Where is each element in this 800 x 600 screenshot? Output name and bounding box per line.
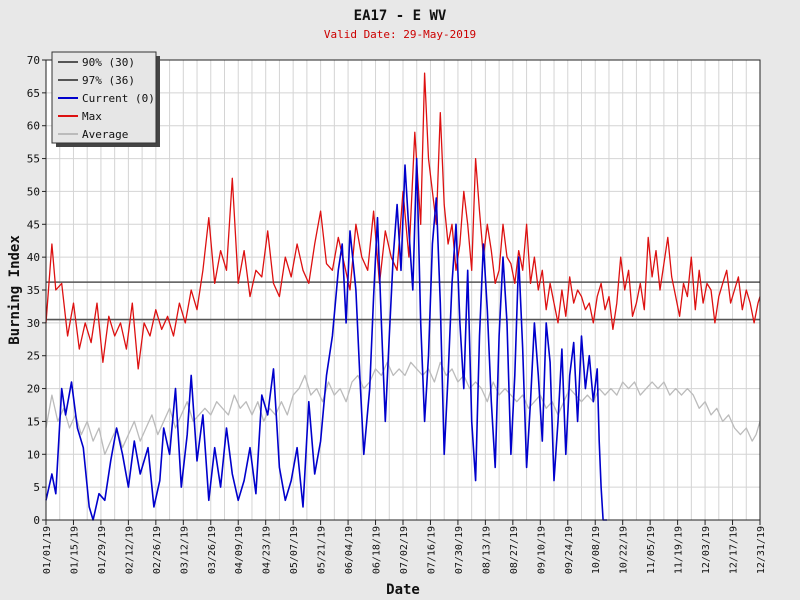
x-tick-label: 07/02/19 — [399, 526, 410, 574]
threshold-lines — [46, 281, 760, 321]
legend-label: Average — [82, 128, 128, 141]
x-tick-label: 01/15/19 — [69, 526, 80, 574]
x-tick-label: 08/13/19 — [481, 526, 492, 574]
y-ticks: 0 5 10 15 20 25 30 35 40 45 50 55 60 65 70 — [27, 54, 46, 527]
x-tick-label: 09/10/19 — [536, 526, 547, 574]
y-tick-label: 20 — [27, 383, 40, 396]
x-tick-label: 05/21/19 — [317, 526, 328, 574]
x-tick-label: 12/31/19 — [756, 526, 767, 574]
x-tick-label: 01/29/19 — [97, 526, 108, 574]
x-tick-label: 03/12/19 — [179, 526, 190, 574]
x-tick-label: 08/27/19 — [509, 526, 520, 574]
y-tick-label: 15 — [27, 415, 40, 428]
series-line-average — [45, 361, 761, 455]
y-tick-label: 40 — [27, 251, 40, 264]
x-tick-label: 03/26/19 — [207, 526, 218, 574]
x-tick-label: 12/17/19 — [729, 526, 740, 574]
x-tick-label: 04/09/19 — [234, 526, 245, 574]
series-line-current — [45, 157, 607, 521]
y-tick-label: 25 — [27, 350, 40, 363]
x-tick-label: 05/07/19 — [289, 526, 300, 574]
legend-label: Max — [82, 110, 102, 123]
x-tick-label: 10/08/19 — [591, 526, 602, 574]
x-tick-label: 02/26/19 — [152, 526, 163, 574]
x-tick-label: 12/03/19 — [701, 526, 712, 574]
x-tick-label: 06/04/19 — [344, 526, 355, 574]
x-tick-label: 02/12/19 — [124, 526, 135, 574]
legend-label: 90% (30) — [82, 56, 135, 69]
series-line-max — [45, 72, 761, 370]
y-tick-label: 10 — [27, 448, 40, 461]
y-tick-label: 35 — [27, 284, 40, 297]
legend-label: Current (0) — [82, 92, 155, 105]
x-tick-label: 09/24/19 — [564, 526, 575, 574]
chart-subtitle: Valid Date: 29-May-2019 — [324, 28, 476, 41]
x-tick-label: 06/18/19 — [372, 526, 383, 574]
series-lines — [45, 72, 761, 521]
chart-title: EA17 - E WV — [354, 8, 447, 24]
y-tick-label: 60 — [27, 120, 40, 133]
y-tick-label: 65 — [27, 87, 40, 100]
x-tick-label: 07/30/19 — [454, 526, 465, 574]
y-tick-label: 55 — [27, 153, 40, 166]
y-tick-label: 5 — [33, 481, 40, 494]
x-tick-label: 10/22/19 — [619, 526, 630, 574]
legend: 90% (30) 97% (36) Current (0) Max Average — [51, 51, 160, 147]
x-ticks: 01/01/19 01/15/19 01/29/19 02/12/19 02/26/19… — [42, 520, 767, 574]
y-tick-label: 0 — [33, 514, 40, 527]
x-axis-label: Date — [386, 582, 420, 598]
y-tick-label: 70 — [27, 54, 40, 67]
x-tick-label: 04/23/19 — [262, 526, 273, 574]
y-tick-label: 45 — [27, 218, 40, 231]
x-tick-label: 11/19/19 — [674, 526, 685, 574]
x-tick-label: 11/05/19 — [646, 526, 657, 574]
y-axis-label: Burning Index — [7, 235, 23, 345]
y-tick-label: 50 — [27, 185, 40, 198]
y-tick-label: 30 — [27, 317, 40, 330]
x-tick-label: 01/01/19 — [42, 526, 53, 574]
legend-label: 97% (36) — [82, 74, 135, 87]
x-tick-label: 07/16/19 — [426, 526, 437, 574]
